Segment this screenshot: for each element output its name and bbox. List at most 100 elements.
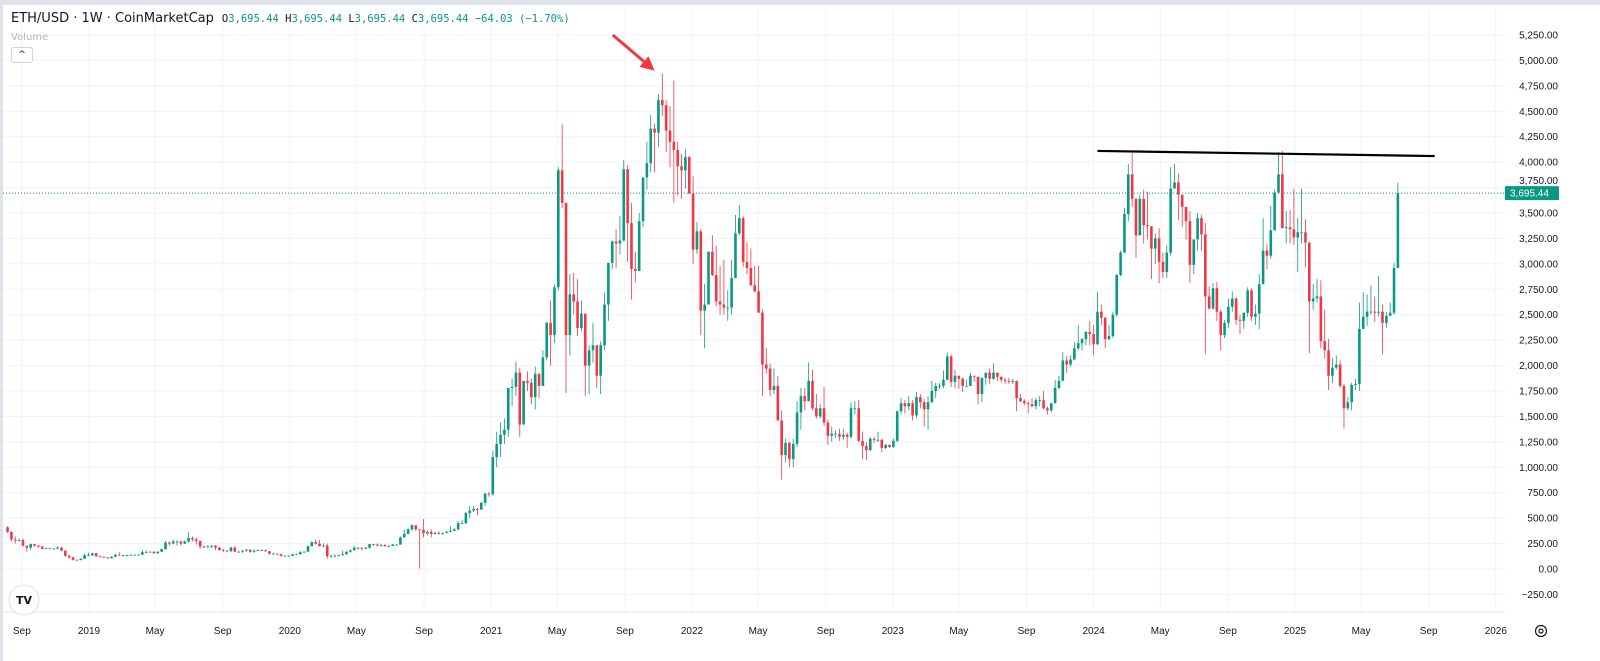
candle — [483, 492, 487, 506]
candle-body — [1184, 206, 1188, 222]
candle-body — [110, 556, 113, 559]
candle-body — [368, 544, 371, 548]
volume-label[interactable]: Volume — [11, 32, 49, 43]
candle-body — [892, 440, 895, 447]
candle-body — [1115, 275, 1119, 315]
candle — [934, 382, 938, 399]
candle — [314, 539, 317, 545]
candle-body — [961, 378, 964, 386]
candle-body — [888, 444, 891, 447]
candle — [445, 530, 448, 534]
candle-body — [406, 529, 410, 534]
candle — [1042, 391, 1045, 410]
candle-body — [984, 372, 988, 378]
settings-gear-icon[interactable] — [1534, 624, 1548, 638]
candle — [237, 550, 240, 553]
price-axis[interactable]: 5,250.00 5,000.00 4,750.00 4,500.00 4,250.00… — [1519, 31, 1558, 601]
candle-body — [106, 557, 110, 559]
candle — [360, 547, 364, 551]
candle-body — [919, 397, 922, 403]
candle-body — [1026, 403, 1030, 405]
candle — [206, 545, 210, 548]
candle-body — [64, 550, 67, 556]
time-axis[interactable]: Sep 2019 May Sep 2020 May Sep 2021 May Sep 2022 May… — [13, 626, 1507, 637]
candle — [6, 526, 9, 533]
candle-body — [1157, 238, 1161, 262]
candle — [272, 552, 275, 555]
candle-body — [695, 231, 699, 250]
candle-body — [572, 294, 576, 302]
candle — [1257, 274, 1261, 329]
price-tick-label: 2,000.00 — [1519, 361, 1558, 372]
candle-body — [553, 287, 556, 336]
candle-body — [1338, 364, 1342, 386]
candle-body — [753, 285, 757, 292]
candle-body — [1265, 250, 1269, 256]
candle — [811, 369, 814, 411]
candle-body — [476, 508, 479, 510]
candle-body — [734, 233, 737, 279]
candle-body — [691, 193, 695, 250]
candle — [1084, 330, 1088, 346]
time-tick-label: 2019 — [78, 626, 101, 637]
candle — [919, 394, 922, 409]
time-tick-label: Sep — [616, 626, 634, 637]
candle — [218, 546, 221, 551]
time-tick-label: Sep — [1219, 626, 1237, 637]
candle — [221, 548, 225, 553]
candle — [1361, 292, 1365, 329]
candle-body — [791, 443, 795, 460]
candle — [768, 363, 772, 397]
candle — [268, 551, 271, 555]
price-tick-label: 3,500.00 — [1519, 209, 1558, 220]
candle — [730, 259, 733, 315]
candle — [164, 541, 167, 550]
candle — [576, 279, 579, 337]
time-tick-label: May — [749, 626, 768, 637]
candle — [375, 543, 379, 547]
candle-body — [233, 547, 237, 552]
candle — [1011, 378, 1015, 384]
candle — [25, 545, 29, 552]
candle — [168, 541, 171, 546]
candle — [91, 552, 94, 556]
candle-body — [13, 539, 17, 541]
collapse-legend-button[interactable]: ^ — [11, 47, 33, 63]
candle — [291, 553, 294, 557]
symbol-title[interactable]: ETH/USD · 1W · CoinMarketCap — [11, 11, 214, 26]
candle-body — [580, 313, 583, 328]
candle — [1165, 245, 1169, 279]
candle — [426, 530, 429, 536]
resistance-trendline — [1097, 149, 1435, 158]
candle-body — [210, 545, 213, 547]
candle — [884, 443, 887, 449]
candle — [287, 555, 291, 557]
candle-body — [668, 130, 672, 142]
candle — [418, 529, 421, 569]
tradingview-logo[interactable]: TV — [8, 584, 40, 616]
candle — [826, 419, 830, 445]
candle-body — [499, 434, 502, 444]
candle-body — [1177, 182, 1180, 195]
candle-body — [522, 380, 525, 425]
candle-body — [418, 529, 421, 531]
candle-body — [160, 549, 163, 552]
candle — [379, 544, 383, 547]
candle-body — [838, 433, 841, 437]
candle — [98, 555, 102, 558]
candle — [614, 229, 618, 268]
candle-body — [865, 445, 868, 450]
candle-body — [637, 221, 641, 271]
candle-body — [903, 403, 907, 407]
candle-body — [915, 397, 918, 416]
candle-body — [241, 550, 244, 552]
candle — [761, 309, 764, 397]
price-tick-label: 5,250.00 — [1519, 31, 1558, 42]
candle — [972, 375, 976, 382]
candle-body — [949, 356, 953, 382]
candle — [664, 100, 668, 152]
candle-body — [972, 375, 976, 377]
candle-body — [245, 549, 248, 551]
candle — [1061, 352, 1065, 381]
